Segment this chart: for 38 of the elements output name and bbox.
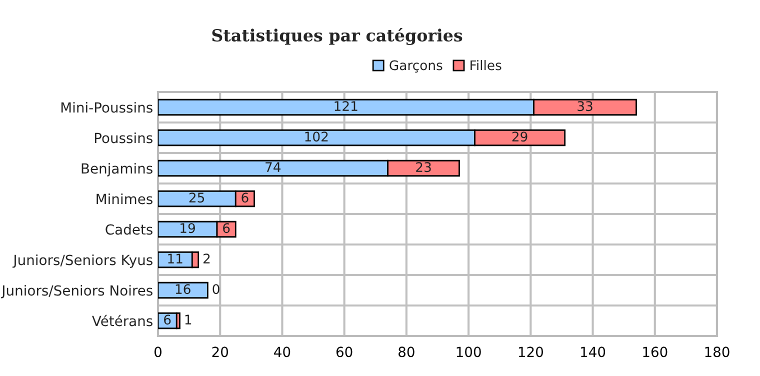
x-tick-label: 140 <box>581 346 606 358</box>
data-label: 6 <box>242 192 248 203</box>
data-label: 74 <box>266 162 281 172</box>
data-label: 6 <box>223 223 230 234</box>
x-tick-label: 160 <box>643 346 668 358</box>
data-label: 29 <box>512 132 528 142</box>
data-label: 16 <box>176 284 190 294</box>
data-label: 11 <box>168 254 182 264</box>
x-tick-label: 20 <box>212 346 228 358</box>
data-label: 6 <box>164 314 171 325</box>
data-label: 23 <box>416 162 431 172</box>
legend-label: Filles <box>470 60 502 70</box>
y-tick-label: Juniors/Seniors Kyus <box>12 254 152 268</box>
data-label: 2 <box>204 254 210 264</box>
y-tick-label: Minimes <box>96 193 152 204</box>
x-tick-label: 80 <box>398 346 414 358</box>
y-tick-label: Mini-Poussins <box>61 102 152 113</box>
bar <box>158 282 208 299</box>
x-tick-label: 40 <box>274 346 290 358</box>
x-tick-label: 0 <box>154 346 162 358</box>
y-tick-label: Cadets <box>106 224 152 235</box>
y-tick-label: Vétérans <box>92 314 152 326</box>
x-tick-label: 100 <box>456 346 481 358</box>
data-label: 33 <box>578 101 592 112</box>
data-label: 0 <box>212 284 220 294</box>
x-tick-label: 180 <box>705 346 730 358</box>
y-tick-label: Benjamins <box>82 162 152 176</box>
x-tick-label: 120 <box>518 346 543 358</box>
chart-title: Statistiques par catégories <box>212 28 462 46</box>
data-label: 25 <box>189 192 204 203</box>
data-label: 121 <box>334 101 358 111</box>
data-label: 1 <box>185 314 192 324</box>
legend-label: Garçons <box>390 60 442 73</box>
data-label: 102 <box>305 132 328 142</box>
y-tick-label: Poussins <box>94 132 152 144</box>
x-tick-label: 60 <box>336 346 352 358</box>
data-label: 19 <box>180 223 195 234</box>
y-tick-label: Juniors/Seniors Noires <box>0 284 152 298</box>
